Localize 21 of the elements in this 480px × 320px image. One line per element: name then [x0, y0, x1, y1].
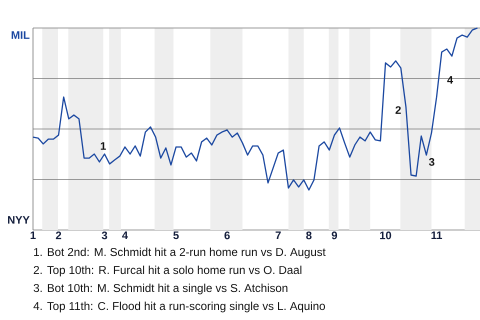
text: 4. Top 11th: C. Flood hit a run-scoring single vs L. Aquino	[33, 302, 325, 312]
annotation: 1	[100, 142, 106, 150]
annotation: 2	[396, 106, 401, 114]
x-tick-label: 9	[332, 232, 338, 240]
x-tick-label: 6	[224, 232, 230, 240]
text: 2. Top 10th: R. Furcal hit a solo home run vs O. Daal	[34, 266, 302, 276]
text: NYY	[8, 216, 30, 224]
x-tick-label: 7	[276, 232, 281, 240]
x-tick-label: 8	[306, 232, 312, 240]
x-tick-label: 11	[431, 232, 442, 240]
text: 3. Bot 10th: M. Schmidt hit a single vs S. Atchison	[34, 284, 288, 294]
annotation: 4	[447, 76, 454, 84]
x-tick-label: 3	[102, 232, 108, 240]
annotation: 3	[428, 158, 434, 166]
text: MIL	[12, 31, 30, 39]
x-tick-label: 4	[122, 232, 128, 240]
x-tick-label: 10	[380, 232, 392, 240]
x-tick-label: 5	[173, 232, 179, 240]
text: 1. Bot 2nd: M. Schmidt hit a 2-run home run vs D. August	[34, 248, 326, 258]
x-tick-label: 2	[56, 232, 62, 240]
x-tick-label: 1	[30, 232, 36, 240]
